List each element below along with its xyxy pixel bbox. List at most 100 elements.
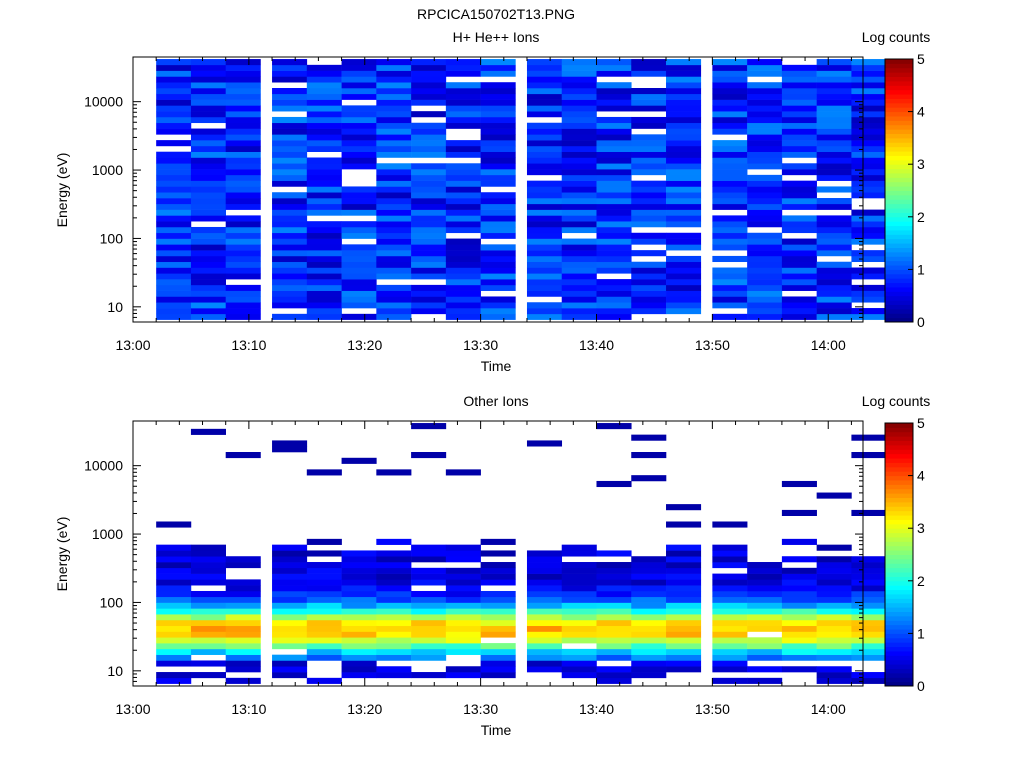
- colorbar-swatch: [885, 278, 913, 284]
- heatmap-cell: [816, 105, 852, 112]
- heatmap-cell: [306, 590, 342, 598]
- colorbar-swatch: [885, 107, 913, 113]
- heatmap-cell: [781, 250, 817, 257]
- heatmap-cell: [306, 469, 342, 476]
- heatmap-cell: [781, 255, 817, 263]
- heatmap-cell: [190, 296, 226, 303]
- heatmap-cell: [445, 279, 481, 286]
- heatmap-cell: [445, 221, 481, 228]
- heatmap-cell: [156, 140, 192, 147]
- heatmap-cell: [526, 244, 563, 251]
- heatmap-cell: [596, 279, 632, 286]
- heatmap-cell: [816, 279, 852, 286]
- heatmap-cell: [225, 186, 261, 193]
- colorbar-swatch: [885, 260, 913, 266]
- heatmap-cell: [306, 140, 342, 147]
- plot-frame: [132, 56, 864, 323]
- heatmap-cell: [526, 99, 563, 106]
- colorbar-swatch: [885, 681, 913, 687]
- colorbar-swatch: [885, 273, 913, 279]
- heatmap-cell: [526, 261, 563, 268]
- heatmap-cell: [376, 608, 412, 615]
- x-tick-label: 13:30: [463, 701, 498, 717]
- heatmap-cell: [712, 157, 748, 164]
- heatmap-cell: [781, 163, 817, 170]
- heatmap-cell: [816, 308, 852, 315]
- heatmap-cell: [190, 614, 226, 621]
- heatmap-cell: [781, 279, 817, 286]
- heatmap-cell: [816, 573, 852, 580]
- heatmap-cell: [851, 596, 887, 603]
- heatmap-cell: [341, 64, 377, 71]
- heatmap-cell: [781, 480, 817, 488]
- heatmap-cell: [376, 192, 412, 199]
- heatmap-cell: [781, 64, 817, 71]
- heatmap-cell: [631, 648, 667, 655]
- heatmap-cell: [341, 625, 377, 632]
- heatmap-cell: [596, 573, 632, 580]
- heatmap-cell: [411, 64, 447, 71]
- heatmap-cell: [376, 579, 412, 586]
- heatmap-cell: [190, 76, 226, 83]
- heatmap-cell: [596, 585, 632, 592]
- heatmap-cell: [666, 590, 702, 598]
- heatmap-cell: [190, 596, 226, 603]
- heatmap-cell: [190, 226, 226, 234]
- heatmap-cell: [306, 573, 342, 580]
- heatmap-cell: [225, 255, 261, 263]
- heatmap-cell: [747, 64, 783, 71]
- heatmap-cell: [561, 145, 597, 152]
- heatmap-cell: [272, 151, 308, 158]
- heatmap-cell: [272, 273, 308, 280]
- heatmap-cell: [816, 544, 852, 551]
- heatmap-cell: [272, 596, 308, 603]
- heatmap-cell: [376, 145, 412, 152]
- heatmap-cell: [747, 267, 783, 274]
- heatmap-cell: [747, 203, 783, 210]
- heatmap-cell: [445, 192, 481, 199]
- y-tick-label: 10: [107, 663, 123, 679]
- heatmap-cell: [816, 169, 852, 176]
- colorbar-swatch: [885, 515, 913, 520]
- heatmap-cell: [445, 573, 481, 580]
- heatmap-cell: [526, 556, 563, 563]
- heatmap-cell: [666, 221, 702, 228]
- colorbar-swatch: [885, 637, 913, 643]
- x-axis-ticks: 13:00 13:10 13:20 13:30 13:40 13:50 14:00: [115, 421, 852, 717]
- heatmap-cell: [306, 625, 342, 632]
- heatmap-cell: [712, 244, 748, 251]
- heatmap-cell: [225, 579, 261, 586]
- heatmap-cell: [561, 250, 597, 257]
- heatmap-cell: [851, 192, 887, 199]
- heatmap-cell: [272, 614, 308, 621]
- heatmap-cell: [156, 672, 192, 679]
- heatmap-cell: [747, 232, 783, 239]
- heatmap-cell: [306, 538, 342, 545]
- heatmap-cell: [666, 544, 702, 551]
- heatmap-cell: [747, 590, 783, 598]
- heatmap-cell: [341, 244, 377, 251]
- colorbar-swatch: [885, 523, 913, 529]
- heatmap-cell: [306, 145, 342, 152]
- heatmap-cell: [272, 544, 308, 551]
- heatmap-cell: [272, 209, 308, 216]
- heatmap-cell: [596, 625, 632, 632]
- heatmap-cell: [306, 163, 342, 170]
- heatmap-cell: [816, 562, 852, 569]
- heatmap-cell: [712, 93, 748, 100]
- heatmap-cell: [376, 308, 412, 315]
- heatmap-cell: [816, 567, 852, 574]
- heatmap-cell: [596, 198, 632, 205]
- heatmap-cell: [190, 209, 226, 216]
- heatmap-cell: [596, 631, 632, 638]
- heatmap-cell: [781, 261, 817, 268]
- heatmap-cell: [190, 284, 226, 291]
- heatmap-cell: [816, 99, 852, 106]
- heatmap-cell: [666, 625, 702, 632]
- heatmap-cell: [851, 163, 887, 170]
- heatmap-cell: [411, 573, 447, 580]
- heatmap-cell: [480, 244, 516, 251]
- heatmap-cell: [156, 186, 192, 193]
- colorbar-swatch: [885, 668, 913, 674]
- heatmap-cell: [411, 596, 447, 603]
